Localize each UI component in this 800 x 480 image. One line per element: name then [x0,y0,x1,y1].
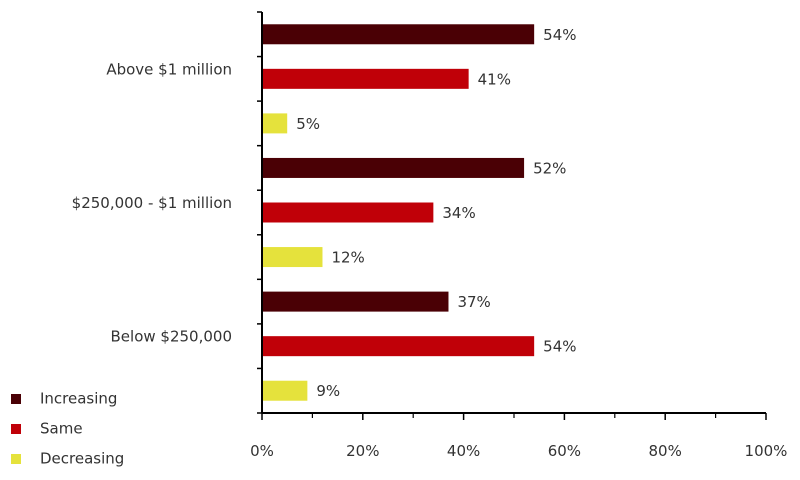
data-label: 41% [478,70,511,88]
chart-axes: 0% 20% 40% 60% 80% 100% [250,11,788,460]
legend-swatch [11,454,21,464]
bar-same [263,68,469,89]
chart-legend: Increasing Same Decreasing [11,390,124,468]
bar-decreasing [263,380,308,401]
bar-decreasing [263,113,288,134]
bar-increasing [263,24,535,45]
data-label: 5% [296,115,320,133]
category-label: Above $1 million [106,60,232,78]
x-tick-label: 0% [250,442,274,460]
bar-increasing [263,291,449,312]
x-tick-label: 100% [745,442,788,460]
x-tick-label: 80% [649,442,682,460]
legend-label: Decreasing [40,450,124,468]
legend-label: Same [40,420,83,438]
category-label: $250,000 - $1 million [72,194,232,212]
data-label: 37% [457,293,490,311]
chart-bars [263,24,535,401]
x-tick-label: 20% [346,442,379,460]
data-label: 34% [442,204,475,222]
bar-same [263,202,434,223]
bar-same [263,336,535,357]
legend-swatch [11,394,21,404]
x-tick-label: 40% [447,442,480,460]
data-label: 52% [533,159,566,177]
bar-decreasing [263,247,323,268]
data-label: 12% [331,249,364,267]
data-label: 54% [543,26,576,44]
data-label: 9% [316,382,340,400]
x-tick-label: 60% [548,442,581,460]
chart-labels: Above $1 million $250,000 - $1 million Bel… [72,26,577,400]
bar-increasing [263,157,525,178]
data-label: 54% [543,338,576,356]
legend-swatch [11,424,21,434]
legend-label: Increasing [40,390,117,408]
category-label: Below $250,000 [111,328,232,346]
